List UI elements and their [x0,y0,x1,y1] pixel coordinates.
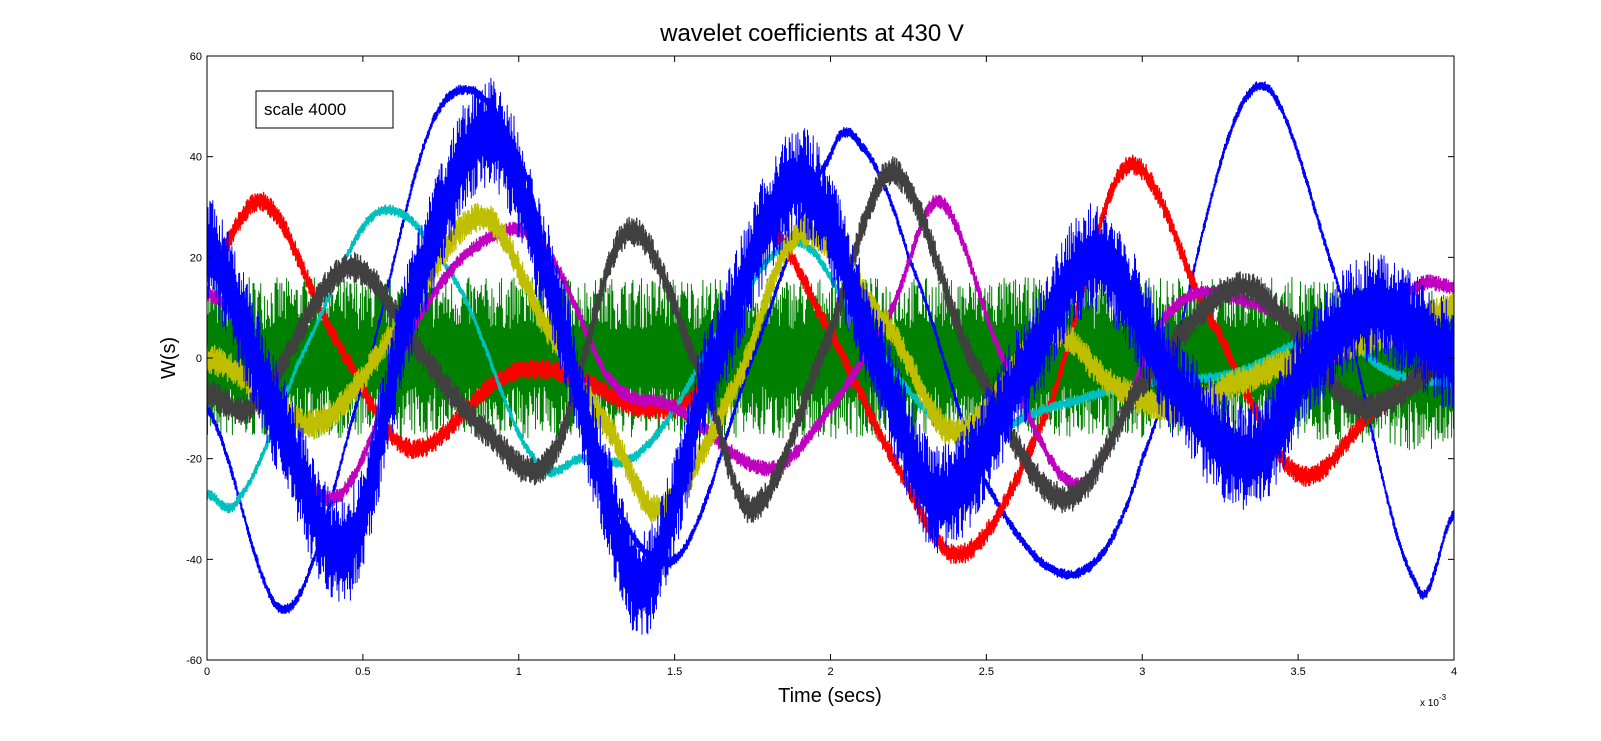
y-tick-label: 60 [190,51,202,63]
x-tick-label: 2.5 [979,666,994,678]
x-tick-label: 0.5 [355,666,370,678]
x-tick-label: 3.5 [1290,666,1305,678]
y-axis: -60 -40 -20 0 20 40 60 [186,51,1454,667]
x-tick-label: 1 [516,666,522,678]
chart-title: wavelet coefficients at 430 V [659,20,964,47]
annotation-box: scale 4000 [255,90,394,129]
y-tick-label: 0 [196,353,202,365]
x-axis-multiplier-base: x 10 [1420,698,1439,709]
x-axis-multiplier-exponent: -3 [1439,693,1447,702]
annotation-text: scale 4000 [264,100,346,119]
y-tick-label: 40 [190,152,202,164]
x-axis-multiplier: x 10-3 [1420,693,1447,709]
x-tick-label: 1.5 [667,666,682,678]
series-line-7 [207,156,1454,524]
y-tick-label: -60 [186,655,202,667]
x-tick-label: 4 [1451,666,1457,678]
y-tick-label: -20 [186,454,202,466]
series-layer [207,77,1454,635]
x-tick-label: 2 [827,666,833,678]
y-axis-label: W(s) [158,337,180,379]
x-tick-label: 3 [1139,666,1145,678]
series-line-8 [207,77,1454,635]
annotation-frame [255,90,394,129]
series-line-2 [207,81,1454,614]
y-tick-label: -40 [186,554,202,566]
x-tick-label: 0 [204,666,210,678]
x-axis: 0 0.5 1 1.5 2 2.5 3 3.5 4 [204,56,1457,678]
plot-area [206,55,1455,661]
x-axis-label: Time (secs) [778,685,882,707]
y-tick-label: 20 [190,252,202,264]
